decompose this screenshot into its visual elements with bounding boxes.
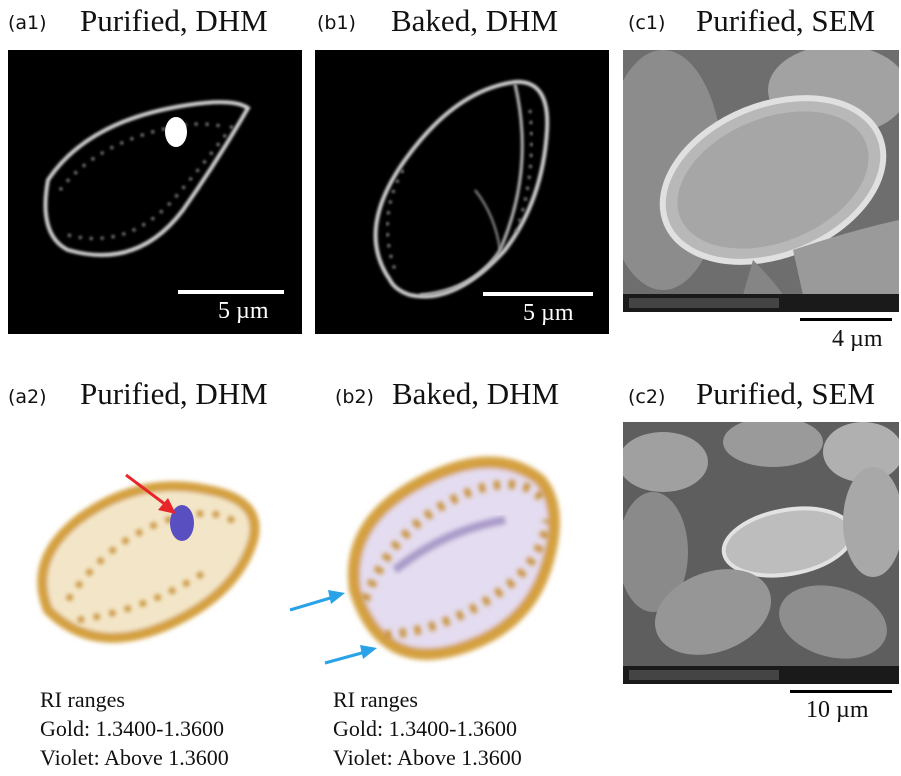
panel-tag-a1: (a1) — [8, 12, 47, 34]
panel-tag-c1: (c1) — [628, 12, 666, 34]
panel-title-a1: Purified, DHM — [80, 3, 268, 38]
scale-bar-c2 — [790, 690, 892, 693]
ri-legend-b2: RI ranges Gold: 1.3400-1.3600 Violet: Ab… — [333, 685, 522, 772]
panel-title-c1: Purified, SEM — [696, 3, 876, 38]
dhm-3d-render-baked — [285, 430, 585, 675]
ri-legend-a2: RI ranges Gold: 1.3400-1.3600 Violet: Ab… — [40, 685, 229, 772]
ri-heading-b2: RI ranges — [333, 687, 418, 712]
panel-title-b1: Baked, DHM — [391, 3, 559, 38]
ri-heading-a2: RI ranges — [40, 687, 125, 712]
scale-bar-label-a1: 5 µm — [218, 298, 269, 324]
sem-image-c1 — [623, 50, 899, 312]
panel-title-b2: Baked, DHM — [392, 376, 560, 411]
scale-bar-label-c2: 10 µm — [806, 697, 869, 723]
panel-tag-b2: (b2) — [335, 386, 374, 408]
dhm-image-baked: 5 µm — [315, 50, 609, 334]
ri-gold-b2: Gold: 1.3400-1.3600 — [333, 716, 517, 741]
panel-title-c2: Purified, SEM — [696, 376, 876, 411]
ri-violet-b2: Violet: Above 1.3600 — [333, 745, 522, 770]
panel-tag-b1: (b1) — [317, 12, 356, 34]
dhm-3d-render-purified — [8, 430, 308, 660]
panel-title-a2: Purified, DHM — [80, 376, 268, 411]
scale-bar-label-c1: 4 µm — [832, 326, 883, 352]
ri-gold-a2: Gold: 1.3400-1.3600 — [40, 716, 224, 741]
panel-tag-a2: (a2) — [8, 386, 47, 408]
scale-bar-label-b1: 5 µm — [523, 300, 574, 326]
scale-bar-c1 — [800, 318, 892, 321]
sem-image-c2 — [623, 422, 899, 684]
ri-violet-a2: Violet: Above 1.3600 — [40, 745, 229, 770]
dhm-image-purified: 5 µm — [8, 50, 302, 334]
panel-tag-c2: (c2) — [628, 386, 666, 408]
